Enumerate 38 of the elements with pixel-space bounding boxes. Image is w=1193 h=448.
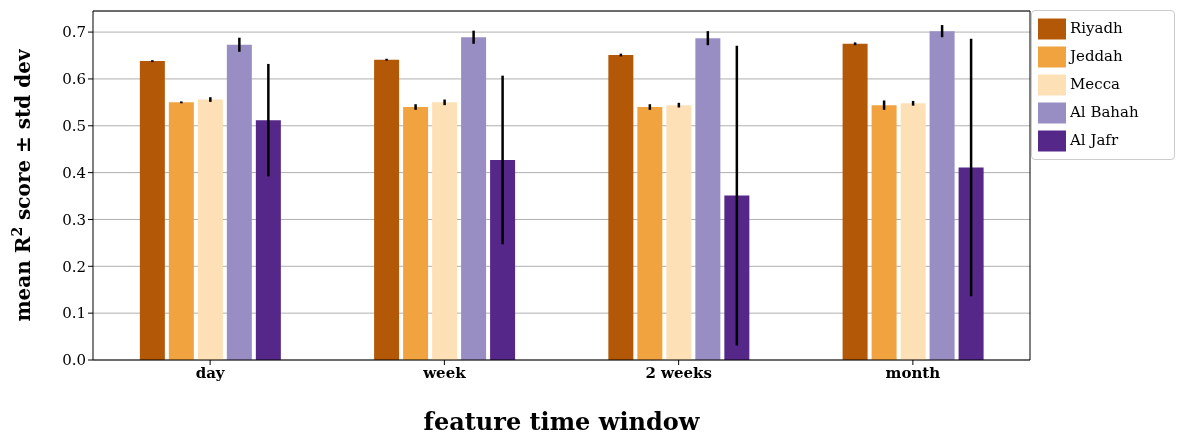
bar	[226, 44, 252, 360]
bar	[900, 103, 926, 360]
x-tick-label: month	[885, 363, 941, 382]
x-tick-label: week	[422, 363, 467, 382]
bar	[929, 31, 955, 360]
y-tick-label: 0.6	[62, 70, 86, 89]
legend-label: Al Bahah	[1070, 103, 1139, 121]
bar	[695, 38, 721, 360]
legend-label: Al Jafr	[1070, 131, 1119, 149]
bar	[842, 43, 868, 360]
bar	[403, 107, 429, 360]
legend-label: Riyadh	[1070, 19, 1123, 37]
legend-label: Jeddah	[1070, 47, 1123, 65]
bar	[637, 107, 663, 360]
bar	[197, 99, 223, 360]
y-tick-label: 0.0	[62, 351, 86, 370]
y-tick-label: 0.2	[62, 257, 86, 276]
bar	[255, 120, 281, 360]
legend-label: Mecca	[1070, 75, 1120, 93]
bar	[490, 159, 516, 360]
bar	[871, 105, 897, 360]
x-tick-label: day	[195, 363, 226, 382]
bar	[432, 102, 458, 360]
bar	[958, 167, 984, 360]
bar	[374, 59, 400, 360]
x-axis-title: feature time window	[423, 407, 701, 436]
y-tick-label: 0.5	[62, 117, 86, 136]
bar	[168, 102, 194, 360]
bar	[608, 55, 634, 360]
y-tick-label: 0.3	[62, 210, 86, 229]
bar	[461, 37, 487, 360]
bar	[139, 61, 165, 360]
y-tick-label: 0.4	[62, 163, 86, 182]
bar	[666, 105, 692, 360]
x-tick-label: 2 weeks	[645, 363, 712, 382]
bar	[724, 195, 750, 360]
y-tick-label: 0.1	[62, 304, 86, 323]
y-tick-label: 0.7	[62, 23, 86, 42]
